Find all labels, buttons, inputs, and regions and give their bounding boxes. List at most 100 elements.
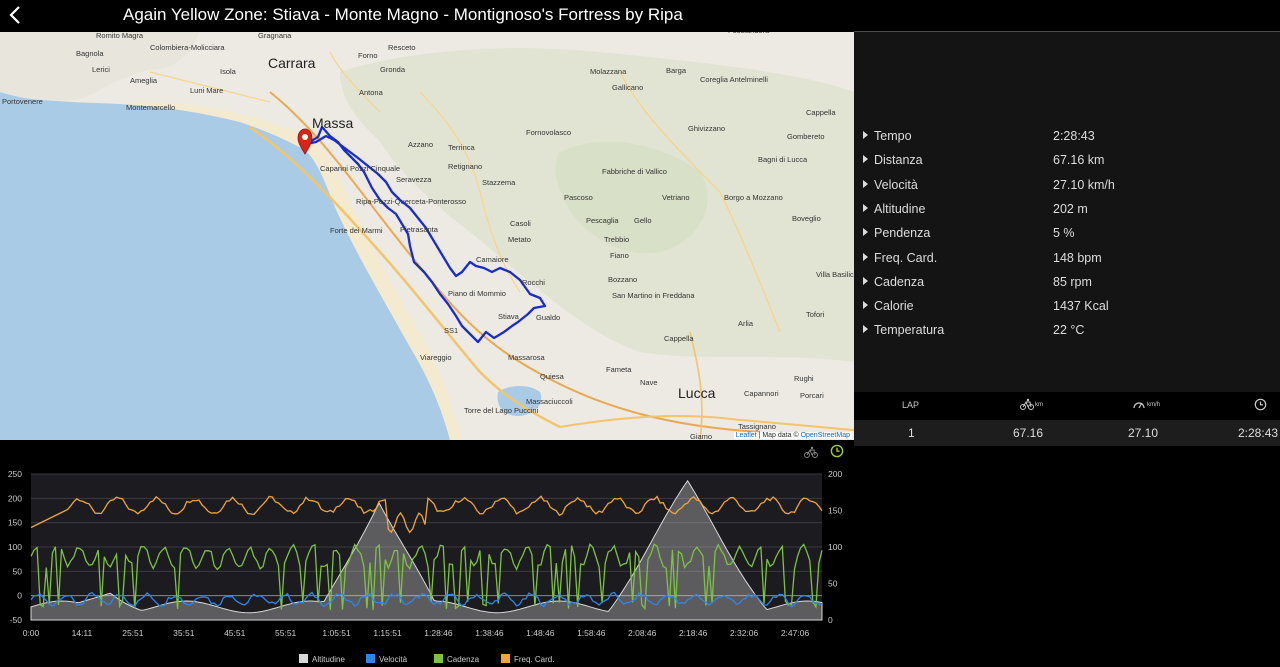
map-place-label: Vetriano — [662, 193, 690, 202]
x-tick: 1:15:51 — [373, 628, 402, 638]
expand-arrow-icon[interactable] — [863, 276, 868, 285]
map-place-label: Cappella — [806, 108, 836, 117]
x-tick: 14:11 — [72, 628, 93, 638]
expand-arrow-icon[interactable] — [863, 179, 868, 188]
map-place-label: Piano di Mommio — [448, 289, 506, 298]
x-tick: 25:51 — [122, 628, 144, 638]
legend-swatch — [501, 654, 510, 663]
map-place-label: Gello — [634, 216, 652, 225]
stat-value: 67.16 km — [1053, 153, 1105, 168]
x-tick: 55:51 — [275, 628, 297, 638]
map-place-label: Romito Magra — [96, 32, 144, 40]
leaflet-link[interactable]: Leaflet — [735, 432, 757, 439]
map-place-label: San Martino in Freddana — [612, 291, 695, 300]
map-place-label: Gallicano — [612, 83, 644, 92]
stats-list: Tempo 2:28:43 Distanza 67.16 km Velocità 27.1… — [854, 126, 1280, 392]
lap-number: 1 — [908, 426, 915, 440]
stat-row[interactable]: Freq. Card. 148 bpm — [854, 247, 1280, 271]
cycling-icon[interactable] — [803, 445, 818, 463]
lap-row[interactable]: 1 67.16 27.10 2:28:43 — [854, 420, 1280, 446]
y-right-tick: 50 — [828, 579, 838, 589]
map-place-label: Torre del Lago Puccini — [464, 406, 539, 415]
y-left-tick: -50 — [10, 615, 23, 625]
expand-arrow-icon[interactable] — [863, 325, 868, 334]
x-tick: 1:05:51 — [322, 628, 351, 638]
y-left-tick: 200 — [8, 493, 22, 503]
x-tick: 2:32:06 — [730, 628, 759, 638]
map-place-label: Rocchi — [522, 278, 545, 287]
route-map[interactable]: Romito Magra Gragnana Bagnola Colombiera-Mo… — [0, 32, 854, 440]
map-place-label: Rughi — [794, 374, 814, 383]
expand-arrow-icon[interactable] — [863, 301, 868, 310]
map-place-label: Bagnola — [76, 49, 104, 58]
x-tick: 1:38:46 — [475, 628, 504, 638]
y-right-tick: 200 — [828, 469, 842, 479]
lap-column-header: LAP — [902, 400, 920, 410]
map-place-label: Molazzana — [590, 67, 627, 76]
stat-row[interactable]: Distanza 67.16 km — [854, 149, 1280, 173]
speedometer-icon — [1132, 398, 1146, 412]
expand-arrow-icon[interactable] — [863, 155, 868, 164]
speed-unit: km/h — [1147, 402, 1161, 408]
stat-row[interactable]: Velocità 27.10 km/h — [854, 174, 1280, 198]
map-place-label: Isola — [220, 67, 236, 76]
y-right-tick: 150 — [828, 506, 842, 516]
chevron-left-icon — [9, 6, 20, 24]
map-place-label: Villa Basilica — [816, 270, 854, 279]
map-place-label: Carrara — [268, 55, 316, 71]
x-tick: 1:48:46 — [526, 628, 555, 638]
map-place-label: Massaciuccoli — [526, 397, 573, 406]
expand-arrow-icon[interactable] — [863, 203, 868, 212]
stats-panel: Tempo 2:28:43 Distanza 67.16 km Velocità 27.1… — [854, 32, 1280, 667]
map-place-label: Forte dei Marmi — [330, 226, 383, 235]
y-left-tick: 250 — [8, 469, 22, 479]
activity-chart[interactable]: 250 200 150 100 50 0 -50 200 150 100 50 0 0:00 14:11 2… — [0, 462, 854, 667]
lap-time: 2:28:43 — [1238, 426, 1279, 440]
map-place-label: Quiesa — [540, 372, 564, 381]
map-pin-icon[interactable] — [297, 128, 313, 155]
clock-icon[interactable] — [830, 444, 844, 463]
stat-value: 1437 Kcal — [1053, 299, 1109, 314]
map-place-label: Viareggio — [420, 353, 452, 362]
map-place-label: SS1 — [444, 326, 459, 335]
stat-value: 85 rpm — [1053, 274, 1092, 289]
stat-row[interactable]: Tempo 2:28:43 — [854, 125, 1280, 149]
legend-swatch — [299, 654, 308, 663]
map-place-label: Casoli — [510, 219, 531, 228]
map-place-label: Trebbio — [604, 235, 630, 244]
map-place-label: Capannori — [744, 389, 779, 398]
osm-link[interactable]: OpenStreetMap — [800, 432, 850, 439]
map-place-label: Massarosa — [508, 353, 545, 362]
map-place-label: Stiava — [498, 312, 519, 321]
map-place-label: Gombereto — [787, 132, 825, 141]
expand-arrow-icon[interactable] — [863, 131, 868, 139]
lap-table-header: LAP km km/h — [854, 392, 1280, 420]
cadence-series — [30, 543, 823, 611]
back-button[interactable] — [6, 4, 26, 26]
lap-speed: 27.10 — [1128, 426, 1159, 440]
stat-row[interactable]: Calorie 1437 Kcal — [854, 295, 1280, 319]
map-place-label: Colombiera-Molicciara — [150, 43, 225, 52]
map-place-label: Porcari — [800, 391, 824, 400]
stat-row[interactable]: Pendenza 5 % — [854, 222, 1280, 246]
page-title: Again Yellow Zone: Stiava - Monte Magno … — [123, 5, 683, 24]
stat-row[interactable]: Cadenza 85 rpm — [854, 271, 1280, 295]
map-place-label: Forno — [358, 51, 378, 60]
legend-swatch — [434, 654, 443, 663]
map-place-label: Metato — [508, 235, 531, 244]
clock-icon — [1254, 398, 1267, 413]
map-place-label: Tassignano — [738, 422, 776, 431]
stat-row[interactable]: Temperatura 22 °C — [854, 319, 1280, 343]
y-right-tick: 100 — [828, 542, 842, 552]
map-place-label: Ghivizzano — [688, 124, 726, 133]
lap-distance: 67.16 — [1013, 426, 1044, 440]
map-place-label: Nave — [640, 378, 658, 387]
stat-row[interactable]: Altitudine 202 m — [854, 198, 1280, 222]
stat-label: Temperatura — [874, 323, 945, 338]
map-place-label: Retignano — [448, 162, 483, 171]
expand-arrow-icon[interactable] — [863, 228, 868, 237]
x-tick: 35:51 — [173, 628, 195, 638]
expand-arrow-icon[interactable] — [863, 252, 868, 261]
stat-value: 27.10 km/h — [1053, 177, 1115, 192]
map-place-label: Terrinca — [448, 143, 475, 152]
